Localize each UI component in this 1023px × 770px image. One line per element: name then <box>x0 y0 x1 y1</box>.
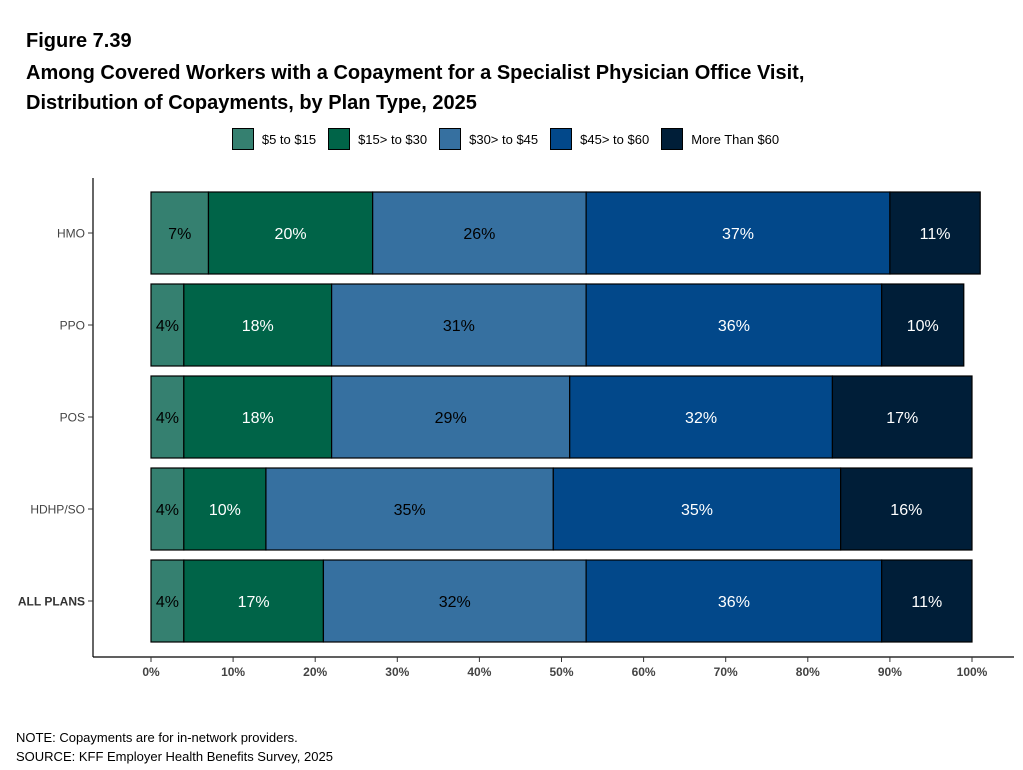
x-tick-label: 10% <box>221 665 245 679</box>
bar-segment-hmo-2 <box>372 191 587 275</box>
chart-title-line2: Distribution of Copayments, by Plan Type… <box>26 92 477 114</box>
data-label: 26% <box>463 226 495 243</box>
data-label: 36% <box>718 594 750 611</box>
x-tick-label: 100% <box>957 665 988 679</box>
data-label: 18% <box>242 318 274 335</box>
data-label: 10% <box>209 502 241 519</box>
x-tick-label: 0% <box>142 665 160 679</box>
data-label: 35% <box>681 502 713 519</box>
bar-segment-pos-3 <box>569 375 834 459</box>
legend-swatch <box>328 128 351 150</box>
bar-segment-hdhp-so-2 <box>265 467 554 551</box>
chart-note: NOTE: Copayments are for in-network prov… <box>16 730 298 745</box>
category-label: HMO <box>57 227 85 241</box>
legend-label: More Than $60 <box>691 131 780 147</box>
bar-segment-all-plans-4 <box>881 559 973 643</box>
data-label: 31% <box>443 318 475 335</box>
legend-label: $30> to $45 <box>469 131 539 147</box>
bar-segment-ppo-1 <box>183 283 333 367</box>
x-tick-label: 80% <box>796 665 820 679</box>
x-tick-label: 90% <box>878 665 902 679</box>
bar-segment-all-plans-0 <box>150 559 185 643</box>
chart-title-line1: Among Covered Workers with a Copayment f… <box>26 62 805 84</box>
data-label: 7% <box>168 226 191 243</box>
legend-item-4: More Than $60 <box>661 128 785 150</box>
figure-label: Figure 7.39 <box>26 30 132 52</box>
bar-segment-pos-2 <box>331 375 571 459</box>
data-label: 18% <box>242 410 274 427</box>
legend-swatch <box>550 128 573 150</box>
legend-item-3: $45> to $60 <box>550 128 655 150</box>
data-label: 37% <box>722 226 754 243</box>
data-label: 4% <box>156 502 179 519</box>
data-label: 35% <box>394 502 426 519</box>
legend-label: $5 to $15 <box>261 131 317 147</box>
bar-segment-hmo-1 <box>207 191 374 275</box>
data-label: 16% <box>890 502 922 519</box>
legend-item-1: $15> to $30 <box>328 128 433 150</box>
legend-swatch <box>661 128 684 150</box>
bar-segment-ppo-3 <box>585 283 883 367</box>
chart-legend: $5 to $15 $15> to $30 $30> to $45 $45> to $… <box>0 128 1023 150</box>
bar-segment-hmo-3 <box>585 191 891 275</box>
data-label: 32% <box>685 410 717 427</box>
x-tick-label: 20% <box>303 665 327 679</box>
bar-segment-hdhp-so-3 <box>552 467 842 551</box>
category-label: PPO <box>60 319 85 333</box>
category-label: POS <box>60 411 85 425</box>
bar-segment-all-plans-3 <box>585 559 883 643</box>
x-tick-label: 40% <box>467 665 491 679</box>
data-label: 10% <box>907 318 939 335</box>
bar-segment-hdhp-so-0 <box>150 467 185 551</box>
data-label: 17% <box>886 410 918 427</box>
data-label: 4% <box>156 318 179 335</box>
bar-segment-pos-4 <box>831 375 973 459</box>
data-label: 36% <box>718 318 750 335</box>
legend-item-0: $5 to $15 <box>231 128 322 150</box>
legend-item-2: $30> to $45 <box>439 128 544 150</box>
bar-segment-hmo-4 <box>889 191 981 275</box>
stacked-bar-chart: 0% 10% 20% 30% 40% 50% 60% 70% 80% 90% 100% HMO 7% 20… <box>18 178 1014 679</box>
data-label: 4% <box>156 410 179 427</box>
legend-label: $15> to $30 <box>358 131 428 147</box>
x-tick-label: 50% <box>549 665 573 679</box>
bar-segment-hdhp-so-4 <box>840 467 973 551</box>
x-tick-label: 30% <box>385 665 409 679</box>
category-label: ALL PLANS <box>18 595 85 609</box>
bar-segment-pos-0 <box>150 375 185 459</box>
bar-segment-ppo-0 <box>150 283 185 367</box>
bar-segment-all-plans-2 <box>322 559 587 643</box>
bar-segment-ppo-2 <box>331 283 587 367</box>
bar-segment-hdhp-so-1 <box>183 467 267 551</box>
legend-label: $45> to $60 <box>580 131 650 147</box>
category-label: HDHP/SO <box>30 503 85 517</box>
legend-swatch <box>231 128 254 150</box>
chart-source: SOURCE: KFF Employer Health Benefits Sur… <box>16 749 333 764</box>
data-label: 17% <box>238 594 270 611</box>
data-label: 4% <box>156 594 179 611</box>
data-label: 20% <box>275 226 307 243</box>
bar-segment-ppo-4 <box>881 283 965 367</box>
x-tick-label: 70% <box>714 665 738 679</box>
data-label: 32% <box>439 594 471 611</box>
bar-segment-pos-1 <box>183 375 333 459</box>
x-tick-label: 60% <box>632 665 656 679</box>
data-label: 11% <box>911 594 942 611</box>
data-label: 11% <box>920 226 951 243</box>
data-label: 29% <box>435 410 467 427</box>
legend-swatch <box>439 128 462 150</box>
